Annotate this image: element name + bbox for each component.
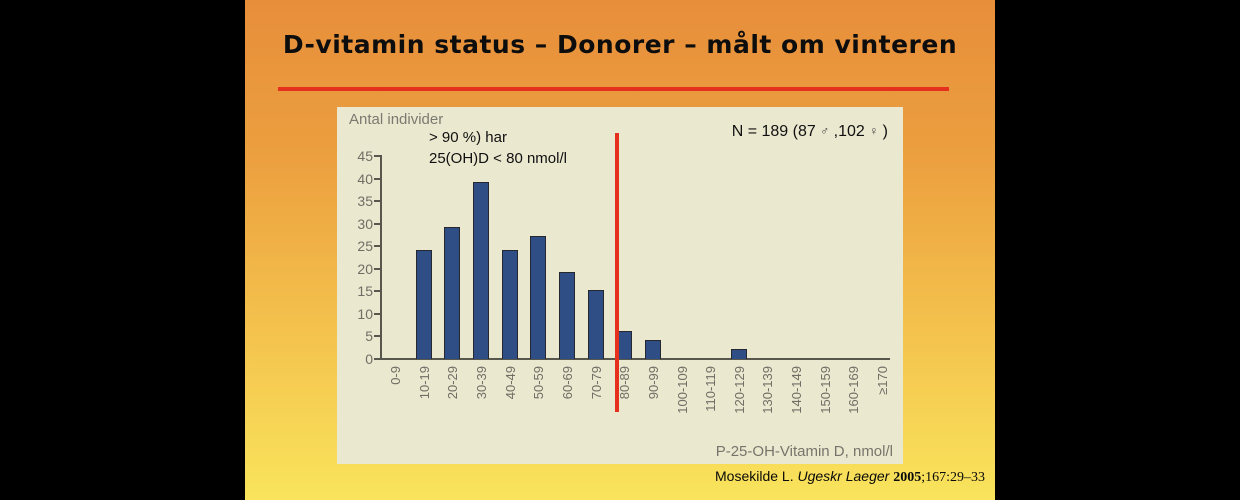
y-tick-label: 15 xyxy=(357,283,373,300)
male-symbol-icon: ♂ xyxy=(820,124,830,138)
x-tick-label: 80-89 xyxy=(617,366,633,400)
x-tick-label: 160-169 xyxy=(846,366,862,414)
x-tick-label: 10-19 xyxy=(416,366,432,400)
x-axis-title: P-25-OH-Vitamin D, nmol/l xyxy=(715,443,893,460)
bar xyxy=(472,182,489,359)
x-tick-label: 40-49 xyxy=(502,366,518,400)
y-tick xyxy=(374,290,380,293)
x-tick-label: 20-29 xyxy=(445,366,461,400)
y-tick xyxy=(374,177,380,180)
bar xyxy=(558,272,575,359)
bar xyxy=(415,249,432,359)
x-tick-label: 0-9 xyxy=(388,366,403,385)
title-underline xyxy=(278,87,949,91)
x-tick-label: 70-79 xyxy=(588,366,604,400)
annotation-line-1: > 90 %) har xyxy=(429,129,507,146)
y-tick-label: 5 xyxy=(365,328,373,345)
citation-journal: Ugeskr Laeger xyxy=(797,468,894,484)
bar xyxy=(587,290,604,359)
y-tick-label: 45 xyxy=(357,148,373,164)
x-tick-label: 110-119 xyxy=(703,366,719,412)
sample-size-suffix: ) xyxy=(878,123,888,140)
x-tick-label: ≥170 xyxy=(875,366,891,395)
y-tick-label: 35 xyxy=(357,193,373,210)
female-symbol-icon: ♀ xyxy=(869,124,879,138)
bar xyxy=(444,227,461,359)
y-axis-title: Antal individer xyxy=(349,111,444,128)
citation-author: Mosekilde L. xyxy=(715,468,798,484)
sample-size-prefix: N = 189 (87 xyxy=(731,123,821,140)
y-tick-label: 10 xyxy=(357,305,373,322)
citation-pages: ;167:29–33 xyxy=(921,470,985,485)
sample-size-mid: ,102 xyxy=(829,123,870,140)
threshold-annotation: > 90 %) har 25(OH)D < 80 nmol/l xyxy=(429,127,567,169)
y-tick-label: 0 xyxy=(365,351,373,367)
x-tick-label: 50-59 xyxy=(531,366,547,400)
slide: D-vitamin status – Donorer – målt om vin… xyxy=(245,0,995,500)
x-tick-label: 60-69 xyxy=(559,366,575,400)
x-tick-label: 150-159 xyxy=(817,366,833,414)
y-tick xyxy=(374,267,380,270)
x-tick-label: 100-109 xyxy=(674,366,690,414)
y-tick-label: 25 xyxy=(357,238,373,255)
x-tick-label: 30-39 xyxy=(473,366,489,400)
x-tick-label: 140-149 xyxy=(789,366,805,414)
y-tick xyxy=(374,312,380,315)
citation-year: 2005 xyxy=(893,470,922,485)
y-tick-label: 30 xyxy=(357,215,373,232)
x-tick-label: 130-139 xyxy=(760,366,776,414)
y-tick xyxy=(374,200,380,203)
y-tick xyxy=(374,245,380,248)
x-tick-label: 90-99 xyxy=(645,366,661,400)
citation: Mosekilde L. Ugeskr Laeger 2005;167:29–3… xyxy=(715,468,985,486)
threshold-line xyxy=(615,133,620,412)
sample-size-label: N = 189 (87 ♂ ,102 ♀ ) xyxy=(732,123,888,141)
bar xyxy=(644,339,661,359)
bar xyxy=(501,249,518,359)
x-axis-line xyxy=(380,358,890,360)
y-tick xyxy=(374,358,380,360)
y-tick xyxy=(374,222,380,225)
x-tick-label: 120-129 xyxy=(731,366,747,414)
y-tick xyxy=(374,335,380,338)
y-axis-line xyxy=(380,155,382,360)
y-tick xyxy=(374,155,380,157)
chart-panel: Antal individer > 90 %) har 25(OH)D < 80… xyxy=(337,107,903,464)
bar xyxy=(730,348,747,359)
bar xyxy=(530,236,547,359)
y-tick-label: 20 xyxy=(357,260,373,277)
annotation-line-2: 25(OH)D < 80 nmol/l xyxy=(429,150,567,167)
y-tick-label: 40 xyxy=(357,170,373,187)
slide-title: D-vitamin status – Donorer – målt om vin… xyxy=(282,30,958,59)
